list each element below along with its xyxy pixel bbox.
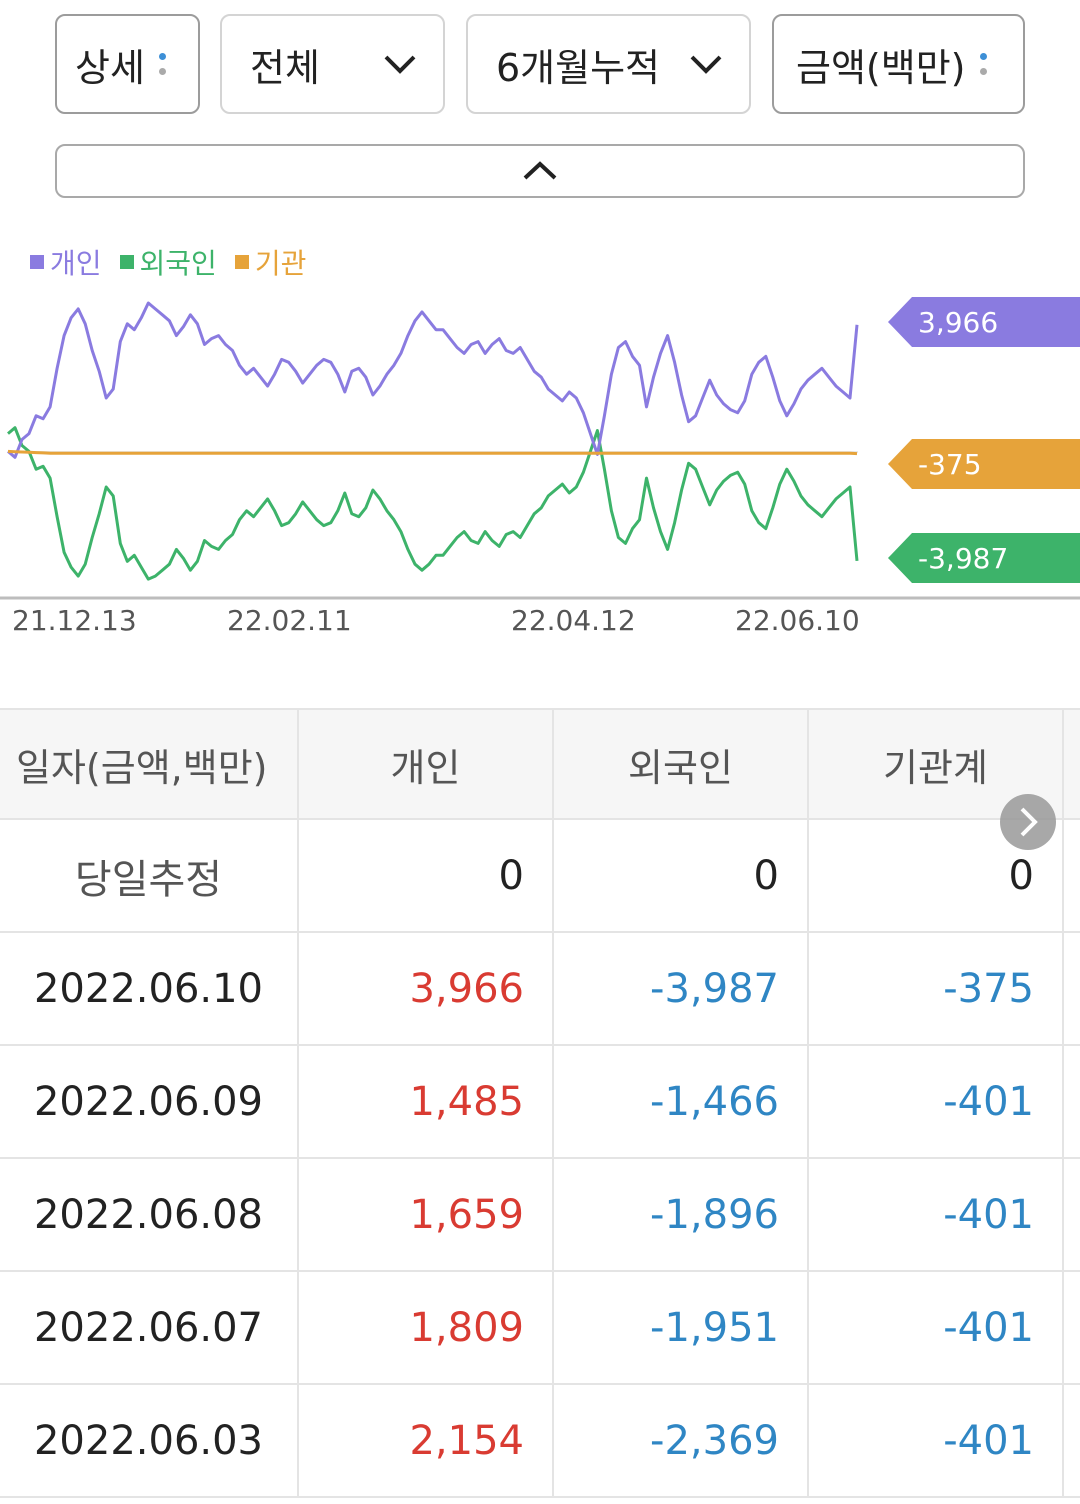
period-select[interactable]: 6개월누적: [466, 14, 751, 114]
x-tick-label: 22.06.10: [735, 604, 860, 637]
row-foreign: -1,466: [554, 1046, 809, 1157]
table-row[interactable]: 2022.06.09 1,485 -1,466 -401: [0, 1046, 1080, 1159]
header-individual[interactable]: 개인: [299, 710, 554, 818]
legend-item-individual: 개인: [30, 242, 102, 282]
legend-label: 개인: [50, 247, 102, 280]
legend-swatch: [30, 255, 44, 269]
row-individual: 1,485: [299, 1046, 554, 1157]
unit-select[interactable]: 금액(백만): [772, 14, 1025, 114]
row-foreign: -1,896: [554, 1159, 809, 1270]
estimate-institution: 0: [809, 820, 1064, 931]
unit-select-label: 금액(백만): [796, 45, 966, 90]
series-line-institution: [7, 449, 858, 456]
individual-last-value-tag: 3,966: [888, 297, 1080, 347]
chevron-up-icon: [523, 161, 557, 180]
row-foreign: -2,369: [554, 1385, 809, 1496]
estimate-label: 당일추정: [0, 820, 299, 931]
row-foreign: -1,951: [554, 1272, 809, 1383]
row-individual: 1,659: [299, 1159, 554, 1270]
row-institution: -401: [809, 1046, 1064, 1157]
tag-value: -375: [918, 447, 982, 481]
row-institution: -375: [809, 933, 1064, 1044]
legend-label: 외국인: [139, 247, 217, 280]
row-date: 2022.06.10: [0, 933, 299, 1044]
legend-swatch: [234, 255, 249, 269]
row-date: 2022.06.09: [0, 1046, 299, 1157]
row-individual: 3,966: [299, 933, 554, 1044]
estimate-individual: 0: [299, 820, 554, 931]
table-row[interactable]: 2022.06.10 3,966 -3,987 -375: [0, 933, 1080, 1046]
table-gutter: [1064, 710, 1080, 818]
kebab-icon: [158, 53, 166, 75]
investor-table: 일자(금액,백만) 개인 외국인 기관계 당일추정 0 0 0 2022.06.…: [0, 708, 1080, 1498]
detail-select[interactable]: 상세: [55, 14, 200, 114]
tag-value: 3,966: [918, 305, 999, 339]
chevron-down-icon: [690, 55, 722, 74]
header-date[interactable]: 일자(금액,백만): [0, 710, 299, 818]
foreign-last-value-tag: -3,987: [888, 533, 1080, 583]
detail-select-label: 상세: [75, 45, 145, 90]
institution-last-value-tag: -375: [888, 439, 1080, 489]
kebab-icon: [979, 53, 987, 75]
row-institution: -401: [809, 1159, 1064, 1270]
table-row[interactable]: 2022.06.08 1,659 -1,896 -401: [0, 1159, 1080, 1272]
table-header-row: 일자(금액,백만) 개인 외국인 기관계: [0, 708, 1080, 820]
series-line-individual: [7, 301, 859, 459]
x-tick-label: 21.12.13: [12, 604, 137, 637]
investor-trend-chart: [0, 301, 1080, 600]
header-institution[interactable]: 기관계: [809, 710, 1064, 818]
estimate-foreign: 0: [554, 820, 809, 931]
row-institution: -401: [809, 1272, 1064, 1383]
scope-select-label: 전체: [250, 45, 320, 90]
row-institution: -401: [809, 1385, 1064, 1496]
chevron-down-icon: [384, 55, 416, 74]
x-tick-label: 22.02.11: [227, 604, 352, 637]
row-individual: 2,154: [299, 1385, 554, 1496]
row-date: 2022.06.08: [0, 1159, 299, 1270]
period-select-label: 6개월누적: [496, 45, 661, 90]
row-date: 2022.06.03: [0, 1385, 299, 1496]
table-row-estimate: 당일추정 0 0 0: [0, 820, 1080, 933]
legend-item-foreign: 외국인: [119, 242, 217, 282]
row-foreign: -3,987: [554, 933, 809, 1044]
table-row[interactable]: 2022.06.07 1,809 -1,951 -401: [0, 1272, 1080, 1385]
chevron-right-icon: [1020, 807, 1038, 837]
legend-item-institution: 기관: [234, 242, 307, 282]
legend-label: 기관: [254, 247, 307, 280]
scope-select[interactable]: 전체: [220, 14, 445, 114]
row-date: 2022.06.07: [0, 1272, 299, 1383]
x-tick-label: 22.04.12: [511, 604, 636, 637]
row-individual: 1,809: [299, 1272, 554, 1383]
scroll-right-button[interactable]: [1000, 794, 1056, 850]
chart-legend: 개인 외국인 기관: [30, 242, 306, 282]
tag-value: -3,987: [918, 541, 1009, 575]
table-row[interactable]: 2022.06.03 2,154 -2,369 -401: [0, 1385, 1080, 1498]
collapse-toggle-button[interactable]: [55, 144, 1025, 198]
series-line-foreign: [7, 426, 859, 581]
legend-swatch: [119, 255, 134, 269]
header-foreign[interactable]: 외국인: [554, 710, 809, 818]
